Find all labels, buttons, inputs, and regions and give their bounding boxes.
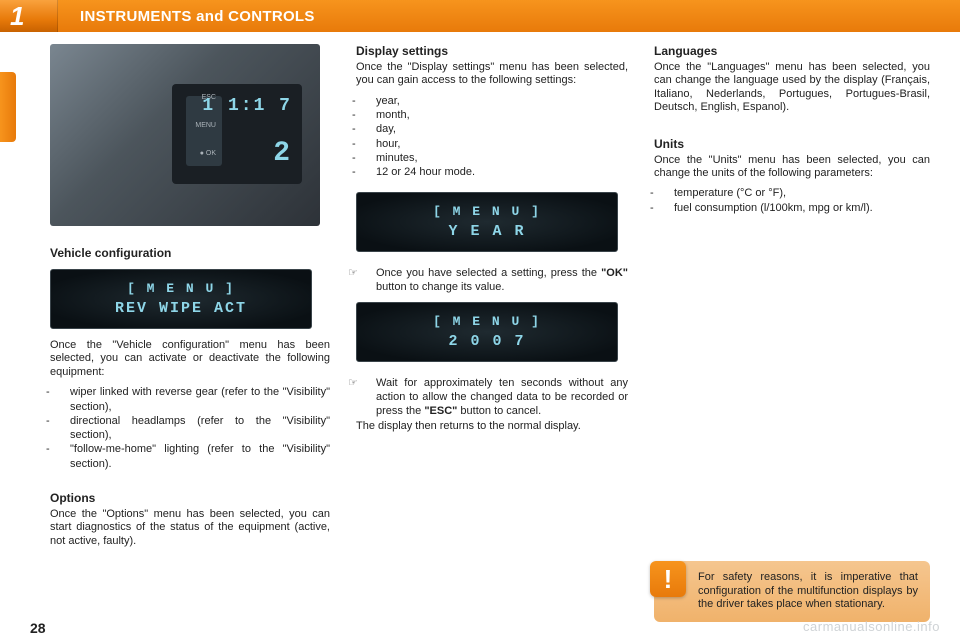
lcd-year-menu: [ M E N U ] Y E A R (356, 192, 618, 252)
languages-body: Once the "Languages" menu has been selec… (654, 61, 930, 115)
warning-icon: ! (650, 561, 686, 597)
column-3: Languages Once the "Languages" menu has … (654, 44, 930, 622)
step-ok: Once you have selected a setting, press … (356, 266, 628, 294)
lcd-year-value: [ M E N U ] 2 0 0 7 (356, 302, 618, 362)
vehicle-config-list: wiper linked with reverse gear (refer to… (50, 385, 330, 471)
list-item: month, (356, 108, 628, 122)
list-item: wiper linked with reverse gear (refer to… (50, 385, 330, 414)
watermark: carmanualsonline.info (803, 619, 940, 634)
options-body: Once the "Options" menu has been selecte… (50, 508, 330, 548)
section-badge: 1 (0, 0, 58, 32)
list-item: minutes, (356, 151, 628, 165)
header-title: INSTRUMENTS and CONTROLS (80, 8, 315, 25)
step-wait: Wait for approximately ten seconds witho… (356, 376, 628, 418)
vehicle-config-intro: Once the "Vehicle configuration" menu ha… (50, 339, 330, 379)
photo-btn-ok: ● OK (200, 150, 216, 157)
photo-readout-digit: 2 (273, 138, 292, 169)
lcd-vehicle-config: [ M E N U ] REV WIPE ACT (50, 269, 312, 329)
list-item: 12 or 24 hour mode. (356, 165, 628, 179)
column-2: Display settings Once the "Display setti… (356, 44, 628, 622)
display-settings-heading: Display settings (356, 44, 628, 58)
vehicle-config-heading: Vehicle configuration (50, 246, 330, 260)
units-heading: Units (654, 137, 930, 151)
units-intro: Once the "Units" menu has been selected,… (654, 154, 930, 181)
display-settings-list: year, month, day, hour, minutes, 12 or 2… (356, 94, 628, 180)
list-item: fuel consumption (l/100km, mpg or km/l). (654, 201, 930, 215)
list-item: temperature (°C or °F), (654, 186, 930, 200)
list-item: "follow-me-home" lighting (refer to the … (50, 442, 330, 471)
page-number: 28 (30, 620, 46, 636)
list-item: day, (356, 122, 628, 136)
header-bar: 1 INSTRUMENTS and CONTROLS (0, 0, 960, 32)
photo-btn-menu: MENU (195, 122, 216, 129)
list-item: Wait for approximately ten seconds witho… (356, 376, 628, 418)
content: ESC MENU ● OK 1 1:1 7 2 Vehicle configur… (50, 44, 930, 622)
list-item: year, (356, 94, 628, 108)
safety-callout: ! For safety reasons, it is imperative t… (654, 561, 930, 622)
side-tab (0, 72, 16, 142)
callout-text: For safety reasons, it is imperative tha… (698, 571, 918, 611)
photo-readout-time: 1 1:1 7 (202, 96, 292, 116)
lcd-row: REV WIPE ACT (115, 300, 247, 317)
lcd-row: [ M E N U ] (433, 314, 541, 329)
return-normal-text: The display then returns to the normal d… (356, 420, 628, 433)
lcd-row: Y E A R (448, 223, 525, 240)
lcd-row: [ M E N U ] (433, 204, 541, 219)
list-item: directional headlamps (refer to the "Vis… (50, 414, 330, 443)
lcd-row: [ M E N U ] (127, 281, 235, 296)
lcd-row: 2 0 0 7 (448, 333, 525, 350)
column-1: ESC MENU ● OK 1 1:1 7 2 Vehicle configur… (50, 44, 330, 622)
display-settings-intro: Once the "Display settings" menu has bee… (356, 61, 628, 88)
list-item: hour, (356, 137, 628, 151)
dashboard-photo: ESC MENU ● OK 1 1:1 7 2 (50, 44, 320, 226)
options-heading: Options (50, 491, 330, 505)
units-list: temperature (°C or °F), fuel consumption… (654, 186, 930, 215)
languages-heading: Languages (654, 44, 930, 58)
list-item: Once you have selected a setting, press … (356, 266, 628, 294)
